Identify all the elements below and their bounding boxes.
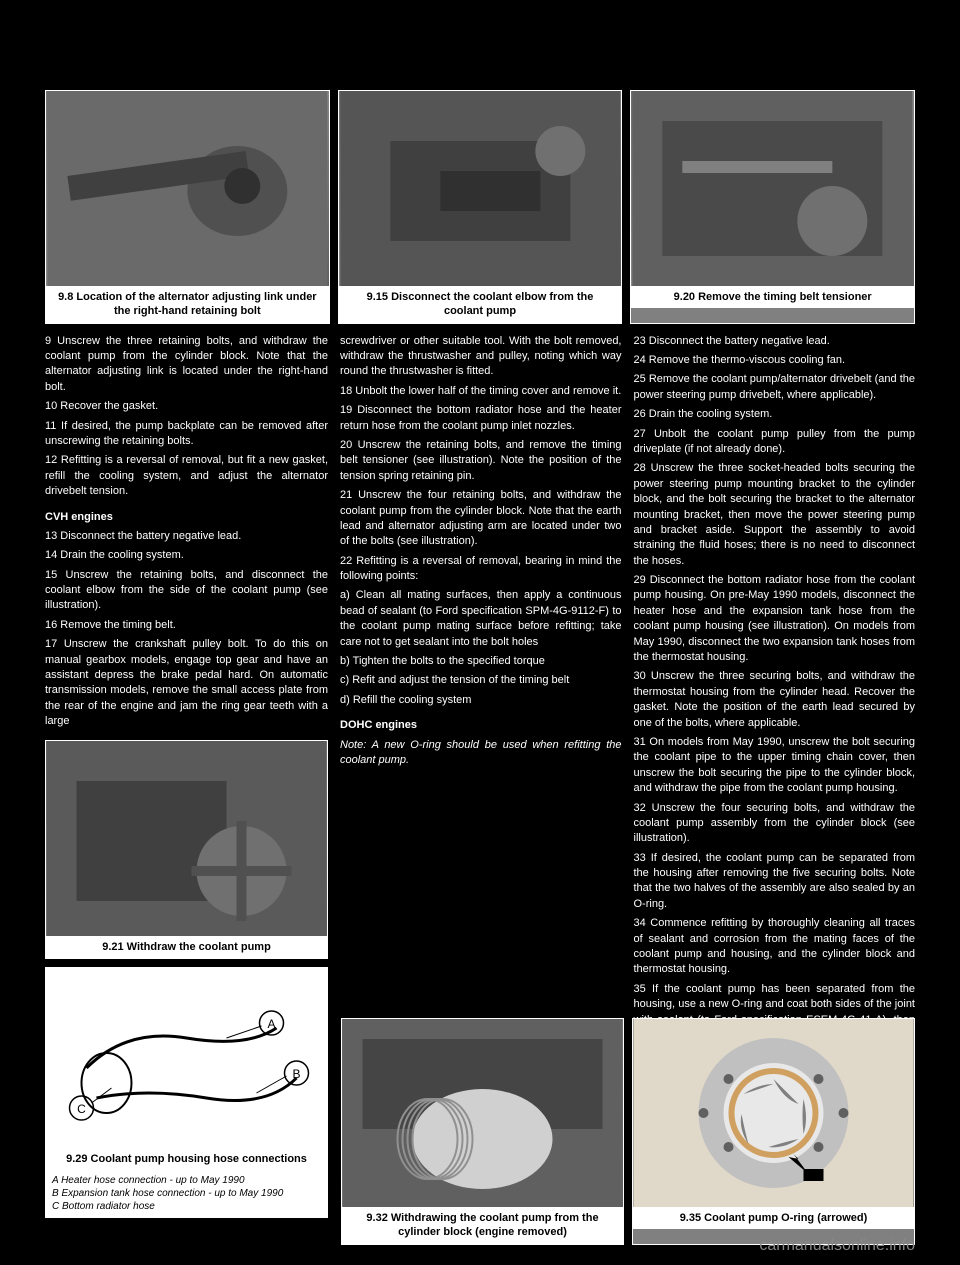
para-16: 16 Remove the timing belt. [45,618,328,633]
image-box-9-20: 9.20 Remove the timing belt tensioner [630,90,915,324]
para-23: 23 Disconnect the battery negative lead. [634,334,916,349]
para-18: 18 Unbolt the lower half of the timing c… [340,384,622,399]
watermark: carmanualsonline.info [759,1237,915,1255]
image-box-9-35: 9.35 Coolant pump O-ring (arrowed) [632,1018,915,1245]
left-images-column: 9.21 Withdraw the coolant pump A [45,740,328,1219]
diagram-hose-connections: A B C [46,968,327,1148]
para-13: 13 Disconnect the battery negative lead. [45,529,328,544]
legend-9-29: A Heater hose connection - up to May 199… [46,1170,327,1217]
caption-9-21: 9.21 Withdraw the coolant pump [46,936,327,958]
top-images-row: 9.8 Location of the alternator adjusting… [45,90,915,324]
caption-9-29: 9.29 Coolant pump housing hose connectio… [46,1148,327,1170]
heading-dohc: DOHC engines [340,718,622,733]
legend-b: B Expansion tank hose connection - up to… [52,1187,321,1200]
image-box-9-8: 9.8 Location of the alternator adjusting… [45,90,330,324]
photo-oring [633,1019,914,1207]
para-19: 19 Disconnect the bottom radiator hose a… [340,403,622,434]
caption-9-15: 9.15 Disconnect the coolant elbow from t… [339,286,622,323]
svg-text:C: C [77,1102,86,1116]
caption-9-20: 9.20 Remove the timing belt tensioner [631,286,914,308]
svg-text:B: B [292,1067,300,1081]
para-24: 24 Remove the thermo-viscous cooling fan… [634,353,916,368]
image-box-9-29: A B C 9.29 Coolant pump housing hose con… [45,967,328,1218]
para-25: 25 Remove the coolant pump/alternator dr… [634,372,916,403]
para-11: 11 If desired, the pump backplate can be… [45,419,328,450]
para-31: 31 On models from May 1990, unscrew the … [634,735,916,797]
para-17: 17 Unscrew the crankshaft pulley bolt. T… [45,637,328,729]
para-33: 33 If desired, the coolant pump can be s… [634,851,916,913]
heading-cvh: CVH engines [45,510,328,525]
note-dohc: Note: A new O-ring should be used when r… [340,738,622,769]
para-10: 10 Recover the gasket. [45,399,328,414]
para-28: 28 Unscrew the three socket-headed bolts… [634,461,916,569]
legend-c: C Bottom radiator hose [52,1200,321,1213]
para-14: 14 Drain the cooling system. [45,548,328,563]
manual-page: 9.8 Location of the alternator adjusting… [0,0,960,1265]
legend-a: A Heater hose connection - up to May 199… [52,1174,321,1187]
para-c2-0: screwdriver or other suitable tool. With… [340,334,622,380]
para-21: 21 Unscrew the four retaining bolts, and… [340,488,622,550]
para-26: 26 Drain the cooling system. [634,407,916,422]
photo-withdraw-pump-block [342,1019,623,1207]
para-20: 20 Unscrew the retaining bolts, and remo… [340,438,622,484]
image-box-9-15: 9.15 Disconnect the coolant elbow from t… [338,90,623,324]
text-column-1: 9 Unscrew the three retaining bolts, and… [45,334,328,1219]
para-27: 27 Unbolt the coolant pump pulley from t… [634,427,916,458]
photo-alternator-link [46,91,329,286]
para-34: 34 Commence refitting by thoroughly clea… [634,916,916,978]
para-30: 30 Unscrew the three securing bolts, and… [634,669,916,731]
photo-withdraw-pump [46,741,327,936]
para-15: 15 Unscrew the retaining bolts, and disc… [45,568,328,614]
image-box-9-32: 9.32 Withdrawing the coolant pump from t… [341,1018,624,1245]
para-32: 32 Unscrew the four securing bolts, and … [634,801,916,847]
caption-9-8: 9.8 Location of the alternator adjusting… [46,286,329,323]
photo-timing-belt-tensioner [631,91,914,286]
para-22d: d) Refill the cooling system [340,693,622,708]
para-29: 29 Disconnect the bottom radiator hose f… [634,573,916,665]
svg-text:A: A [267,1017,275,1031]
para-22a: a) Clean all mating surfaces, then apply… [340,588,622,650]
photo-coolant-elbow [339,91,622,286]
para-9: 9 Unscrew the three retaining bolts, and… [45,334,328,396]
para-22: 22 Refitting is a reversal of removal, b… [340,554,622,585]
para-12: 12 Refitting is a reversal of removal, b… [45,453,328,499]
para-22c: c) Refit and adjust the tension of the t… [340,673,622,688]
caption-9-35: 9.35 Coolant pump O-ring (arrowed) [633,1207,914,1229]
para-22b: b) Tighten the bolts to the specified to… [340,654,622,669]
caption-9-32: 9.32 Withdrawing the coolant pump from t… [342,1207,623,1244]
image-box-9-21: 9.21 Withdraw the coolant pump [45,740,328,959]
